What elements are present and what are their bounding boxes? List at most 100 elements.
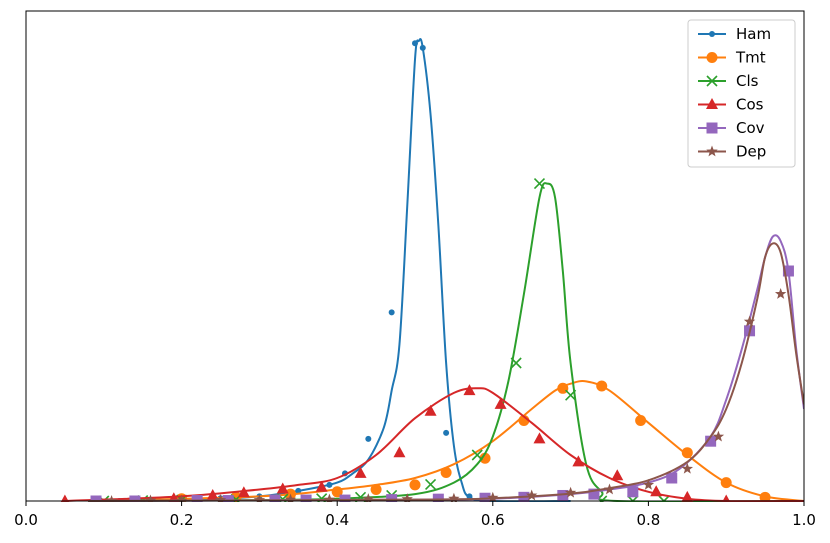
legend-marker-cov	[706, 122, 718, 134]
legend-label-cov: Cov	[736, 119, 765, 137]
data-point-tmt-5	[409, 479, 421, 491]
legend-marker-ham	[709, 31, 715, 37]
data-point-cov-8	[432, 493, 444, 502]
data-point-cov-5	[300, 494, 312, 502]
data-point-dep-8	[401, 493, 413, 502]
legend-label-tmt: Tmt	[735, 49, 766, 67]
data-point-dep-2	[175, 494, 188, 502]
legend-label-cos: Cos	[736, 96, 764, 114]
data-point-tmt-3	[331, 486, 343, 498]
data-point-ham-11	[443, 429, 450, 436]
data-point-dep-12	[564, 486, 577, 498]
data-point-dep-6	[323, 493, 336, 502]
x-tick-label-4: 0.8	[636, 511, 660, 529]
data-point-cov-1	[129, 495, 141, 502]
data-point-dep-5	[284, 493, 297, 502]
legend-item-cls: Cls	[698, 72, 759, 90]
legend-item-dep: Dep	[698, 143, 766, 161]
data-point-cov-3	[222, 495, 234, 502]
data-point-tmt-7	[479, 452, 491, 464]
x-tick-label-1: 0.2	[170, 511, 194, 529]
legend-marker-cls	[706, 75, 718, 87]
data-point-cos-15	[681, 490, 694, 502]
legend-label-ham: Ham	[736, 25, 771, 43]
data-point-cos-12	[572, 455, 585, 467]
data-point-tmt-4	[370, 484, 382, 495]
data-point-tmt-14	[759, 491, 771, 502]
series-layer	[60, 38, 804, 502]
data-point-cls-8	[424, 478, 437, 491]
data-point-dep-17	[743, 315, 756, 327]
data-point-cos-9	[463, 384, 476, 396]
data-point-cov-17	[782, 265, 794, 277]
data-point-cov-13	[627, 486, 639, 498]
data-point-cos-7	[393, 446, 406, 458]
series-line-ham	[88, 38, 571, 502]
data-point-ham-5	[326, 481, 333, 488]
legend-marker-tmt	[706, 52, 718, 63]
legend-marker-dep	[706, 145, 718, 157]
data-point-cos-14	[650, 485, 663, 497]
data-point-ham-9	[412, 40, 418, 47]
legend-item-ham: Ham	[698, 25, 771, 43]
data-point-cov-7	[386, 494, 398, 502]
data-point-tmt-6	[440, 466, 452, 478]
data-point-dep-11	[525, 489, 538, 501]
series-dep	[88, 242, 804, 502]
data-point-cos-13	[611, 469, 624, 481]
plot-frame	[25, 10, 805, 502]
x-axis: 0.0 0.2 0.4 0.6 0.8 1.0	[14, 501, 816, 529]
data-point-cos-4	[276, 482, 289, 494]
data-point-cos-5	[315, 480, 328, 492]
data-point-cos-8	[424, 404, 437, 416]
legend-label-dep: Dep	[736, 143, 766, 161]
x-tick-label-2: 0.4	[325, 511, 349, 529]
legend-item-tmt: Tmt	[698, 49, 766, 67]
series-cos	[60, 384, 804, 502]
data-point-ham-10	[419, 44, 426, 51]
data-point-dep-3	[214, 494, 227, 502]
data-point-cov-9	[479, 492, 491, 502]
data-point-cos-0	[60, 494, 69, 502]
series-ham	[88, 38, 571, 502]
data-point-cls-5	[316, 493, 328, 502]
data-point-ham-4	[295, 487, 302, 494]
data-point-dep-15	[681, 462, 694, 474]
x-tick-label-3: 0.6	[481, 511, 505, 529]
data-point-cov-12	[588, 488, 600, 500]
data-point-ham-12	[466, 493, 473, 500]
data-point-cls-11	[533, 178, 546, 190]
series-line-dep	[88, 242, 804, 502]
data-point-tmt-12	[681, 447, 693, 459]
data-point-dep-16	[712, 430, 725, 442]
data-point-cos-6	[354, 466, 367, 478]
x-tick-label-5: 1.0	[792, 511, 816, 529]
x-tick-label-0: 0.0	[14, 511, 38, 529]
legend-label-cls: Cls	[736, 72, 759, 90]
data-point-tmt-11	[635, 415, 647, 426]
data-point-dep-1	[144, 494, 157, 502]
data-point-tmt-13	[720, 477, 732, 489]
data-point-cls-10	[510, 357, 522, 369]
series-line-tmt	[88, 380, 804, 502]
series-cls	[88, 178, 804, 502]
data-point-dep-10	[487, 491, 499, 502]
legend-item-cov: Cov	[698, 119, 765, 137]
data-point-cos-10	[494, 397, 507, 409]
data-point-ham-7	[365, 435, 372, 442]
data-point-cov-2	[191, 495, 203, 502]
data-point-dep-4	[253, 494, 266, 502]
data-point-ham-8	[388, 309, 395, 316]
data-point-cos-1	[168, 492, 180, 502]
data-point-cov-4	[269, 494, 281, 502]
data-point-cov-6	[339, 494, 351, 502]
data-point-cov-15	[705, 435, 717, 447]
data-point-dep-0	[105, 495, 118, 502]
data-point-cov-14	[666, 472, 678, 484]
data-point-dep-14	[642, 478, 655, 490]
data-point-cov-0	[90, 495, 102, 502]
data-point-cls-9	[471, 449, 483, 461]
data-point-cls-12	[565, 389, 577, 401]
data-point-dep-18	[774, 288, 787, 299]
